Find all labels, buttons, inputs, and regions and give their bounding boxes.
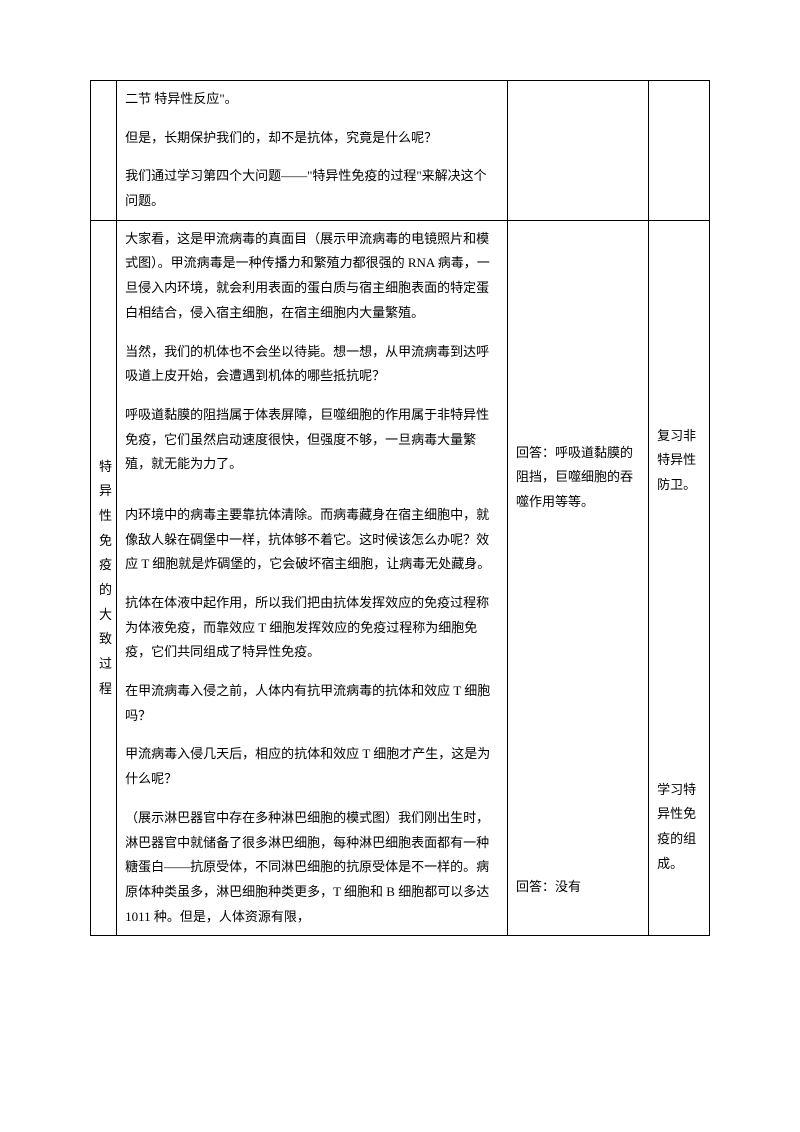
paragraph: 甲流病毒入侵几天后，相应的抗体和效应 T 细胞才产生，这是为什么呢？ bbox=[125, 742, 499, 791]
paragraph: 内环境中的病毒主要靠抗体清除。而病毒藏身在宿主细胞中，就像敌人躲在碉堡中一样，抗… bbox=[125, 503, 499, 577]
paragraph: 呼吸道黏膜的阻挡属于体表屏障，巨噬细胞的作用属于非特异性免疫，它们虽然启动速度很… bbox=[125, 403, 499, 477]
paragraph: 二节 特异性反应"。 bbox=[125, 87, 499, 112]
response-text: 回答：呼吸道黏膜的阻挡，巨噬细胞的吞噬作用等等。 bbox=[516, 441, 640, 515]
paragraph: 但是，长期保护我们的，却不是抗体，究竟是什么呢？ bbox=[125, 126, 499, 151]
student-response-cell bbox=[508, 81, 649, 221]
document-page: 二节 特异性反应"。 但是，长期保护我们的，却不是抗体，究竟是什么呢？ 我们通过… bbox=[0, 0, 800, 996]
table-row: 二节 特异性反应"。 但是，长期保护我们的，却不是抗体，究竟是什么呢？ 我们通过… bbox=[91, 81, 710, 221]
paragraph: （展示淋巴器官中存在多种淋巴细胞的模式图）我们刚出生时，淋巴器官中就储备了很多淋… bbox=[125, 806, 499, 929]
paragraph: 大家看，这是甲流病毒的真面目（展示甲流病毒的电镜照片和模式图）。甲流病毒是一种传… bbox=[125, 227, 499, 326]
section-label-cell: 特 异 性 免 疫 的 大 致 过 程 bbox=[91, 220, 117, 936]
lesson-plan-table: 二节 特异性反应"。 但是，长期保护我们的，却不是抗体，究竟是什么呢？ 我们通过… bbox=[90, 80, 710, 936]
intent-note-cell bbox=[649, 81, 710, 221]
table-row: 特 异 性 免 疫 的 大 致 过 程 大家看，这是甲流病毒的真面目（展示甲流病… bbox=[91, 220, 710, 936]
paragraph: 当然，我们的机体也不会坐以待毙。想一想，从甲流病毒到达呼吸道上皮开始，会遭遇到机… bbox=[125, 340, 499, 389]
intent-note-cell: 复习非特异性防卫。 学习特异性免疫的组成。 bbox=[649, 220, 710, 936]
section-label-cell bbox=[91, 81, 117, 221]
teacher-activity-cell: 二节 特异性反应"。 但是，长期保护我们的，却不是抗体，究竟是什么呢？ 我们通过… bbox=[117, 81, 508, 221]
paragraph: 我们通过学习第四个大问题——"特异性免疫的过程"来解决这个问题。 bbox=[125, 164, 499, 213]
section-label: 特 异 性 免 疫 的 大 致 过 程 bbox=[99, 455, 108, 702]
note-text: 学习特异性免疫的组成。 bbox=[657, 778, 701, 877]
paragraph: 在甲流病毒入侵之前，人体内有抗甲流病毒的抗体和效应 T 细胞吗？ bbox=[125, 679, 499, 728]
response-text: 回答：没有 bbox=[516, 875, 640, 900]
paragraph: 抗体在体液中起作用，所以我们把由抗体发挥效应的免疫过程称为体液免疫，而靠效应 T… bbox=[125, 591, 499, 665]
student-response-cell: 回答：呼吸道黏膜的阻挡，巨噬细胞的吞噬作用等等。 回答：没有 bbox=[508, 220, 649, 936]
teacher-activity-cell: 大家看，这是甲流病毒的真面目（展示甲流病毒的电镜照片和模式图）。甲流病毒是一种传… bbox=[117, 220, 508, 936]
note-text: 复习非特异性防卫。 bbox=[657, 424, 701, 498]
